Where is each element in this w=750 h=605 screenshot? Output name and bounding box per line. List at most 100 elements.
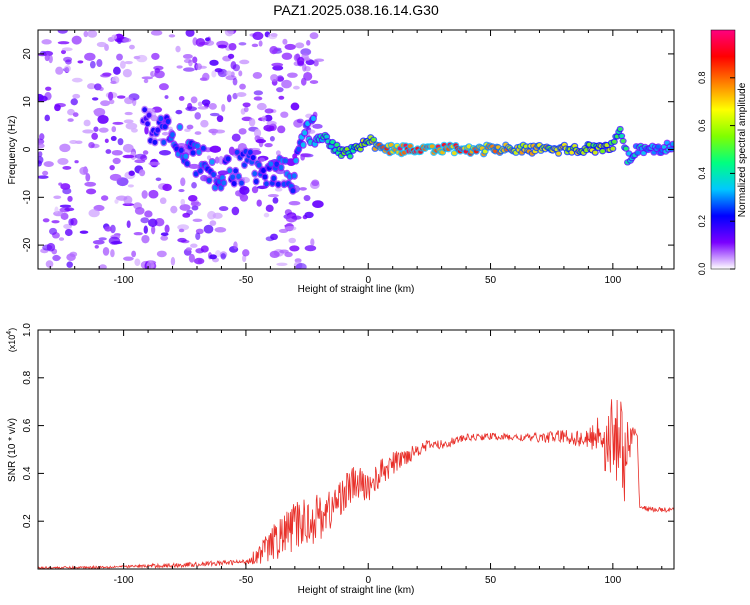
noise-blob [254,128,262,138]
ridge-core [347,154,353,159]
noise-blob [71,77,83,83]
noise-blob [72,112,79,117]
noise-blob [217,170,229,176]
ridge-core [482,149,488,154]
noise-blob [288,201,301,206]
noise-blob [190,201,202,207]
ridge-core [178,147,184,153]
noise-blob [271,62,284,67]
noise-blob [288,237,296,244]
noise-blob [158,83,169,91]
ridge-core [234,149,240,155]
noise-blob [67,195,73,202]
ridge-core [300,142,306,148]
noise-blob [306,40,311,46]
noise-blob [84,52,96,61]
noise-blob [195,232,201,240]
ridge-core [221,180,227,186]
spectrogram-y-axis: -20 -10 0 10 20 [22,48,674,252]
ridge-core [184,161,190,167]
noise-blob [185,247,192,251]
noise-blob [309,32,319,40]
noise-blob [58,237,65,241]
noise-blob [117,37,122,45]
noise-blob [299,187,307,191]
noise-blob [231,206,240,216]
ridge-core [617,127,623,132]
noise-blob [88,209,100,218]
noise-blob [141,234,150,244]
noise-blob [93,126,99,132]
ridge-core [161,139,167,145]
noise-blob [275,150,281,156]
noise-blob [226,94,232,103]
noise-blob [126,220,131,229]
y-tick-label: 0.8 [22,370,33,384]
noise-blob [209,112,220,117]
noise-blob [177,237,187,243]
noise-blob [256,102,267,111]
noise-blob [91,97,99,101]
ridge-core [145,121,150,127]
ridge-core [242,162,247,168]
noise-blob [242,102,251,108]
noise-blob [281,79,292,89]
noise-blob [201,99,211,106]
noise-blob [97,114,109,124]
noise-blob [124,60,133,65]
noise-blob [41,39,52,45]
noise-blob [143,78,149,84]
noise-blob [248,117,256,127]
noise-blob [293,85,300,90]
noise-blob [276,76,285,82]
ridge-core [610,146,616,151]
noise-blob [304,211,314,219]
noise-blob [209,220,217,226]
noise-blob [83,119,91,127]
noise-blob [59,143,71,153]
snr-x-axis: -100 -50 0 50 100 [49,330,663,586]
noise-blob [55,66,64,75]
noise-blob [115,195,128,201]
noise-blob [232,64,240,72]
ridge-core [429,144,435,149]
noise-blob [258,40,263,47]
noise-blob [218,206,229,212]
noise-blob [98,127,109,133]
ridge-core [239,180,244,186]
noise-blob [125,122,138,130]
noise-blob [267,194,279,198]
ridge-core [170,132,175,138]
noise-blob [63,65,71,73]
noise-blob [57,30,68,34]
ridge-core [661,145,667,150]
noise-blob [158,150,171,156]
ridge-core [302,130,308,136]
colorbar-tick-label: 0.4 [697,167,707,180]
ridge-core [190,150,196,156]
noise-blob [180,198,186,206]
noise-blob [160,235,169,241]
noise-blob [261,115,267,122]
noise-blob [51,220,60,224]
noise-blob [70,98,78,106]
noise-blob [98,237,107,241]
noise-blob [227,53,235,59]
noise-blob [100,73,111,78]
noise-blob [110,249,115,258]
noise-blob [263,212,270,218]
noise-blob [307,129,316,134]
ridge-core [328,144,334,149]
ridge-core [158,115,164,122]
noise-blob [238,42,247,46]
noise-blob [269,136,275,142]
ridge-core [619,134,625,139]
y-tick-label: 0 [22,146,33,152]
noise-blob [154,70,165,79]
noise-blob [291,215,302,220]
ridge-core [296,146,302,152]
noise-blob [104,138,109,144]
noise-blob [134,258,141,266]
noise-blob [117,138,124,146]
